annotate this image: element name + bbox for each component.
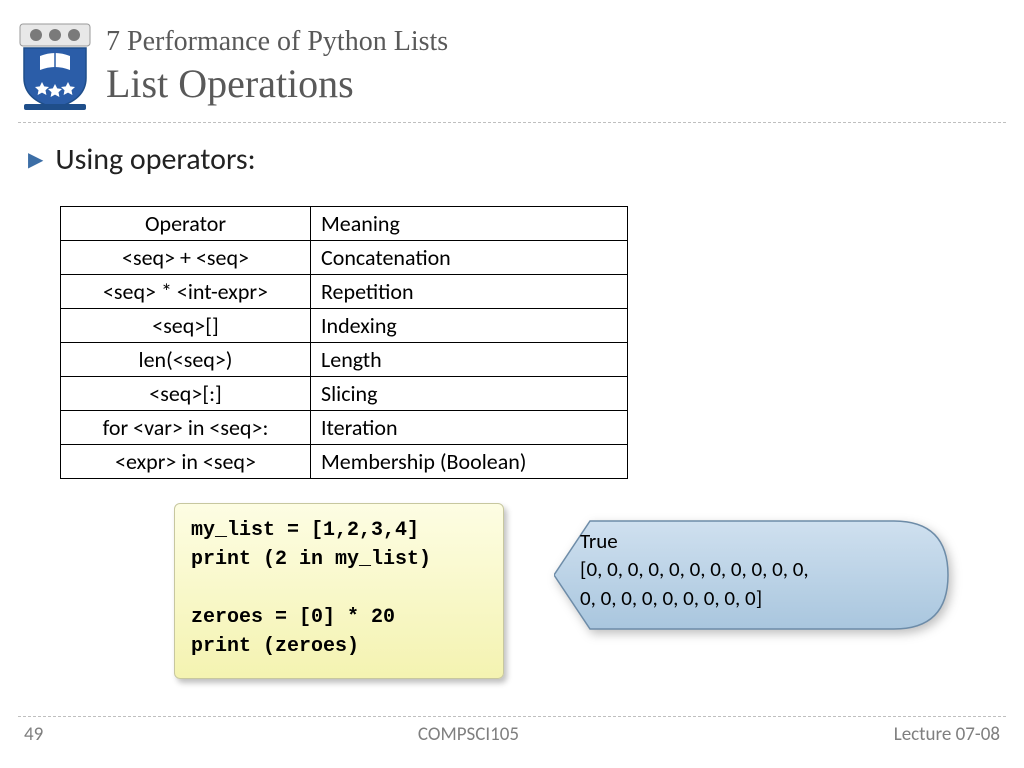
table-row: <seq> * <int-expr>Repetition bbox=[61, 275, 628, 309]
table-cell: <expr> in <seq> bbox=[61, 445, 311, 479]
table-cell: <seq> + <seq> bbox=[61, 241, 311, 275]
table-row: <seq>[]Indexing bbox=[61, 309, 628, 343]
table-header-operator: Operator bbox=[61, 207, 311, 241]
table-cell: Length bbox=[311, 343, 628, 377]
table-cell: len(<seq>) bbox=[61, 343, 311, 377]
table-cell: for <var> in <seq>: bbox=[61, 411, 311, 445]
table-cell: Concatenation bbox=[311, 241, 628, 275]
output-line: 0, 0, 0, 0, 0, 0, 0, 0, 0] bbox=[580, 584, 930, 612]
table-cell: Membership (Boolean) bbox=[311, 445, 628, 479]
table-cell: Slicing bbox=[311, 377, 628, 411]
footer-divider bbox=[18, 716, 1006, 717]
slide-subtitle: 7 Performance of Python Lists bbox=[106, 26, 448, 58]
table-cell: <seq>[:] bbox=[61, 377, 311, 411]
output-line: [0, 0, 0, 0, 0, 0, 0, 0, 0, 0, 0, bbox=[580, 555, 930, 583]
code-example-box: my_list = [1,2,3,4] print (2 in my_list)… bbox=[174, 503, 504, 679]
header-divider bbox=[18, 122, 1006, 123]
table-cell: <seq>[] bbox=[61, 309, 311, 343]
slide-title: List Operations bbox=[106, 60, 448, 107]
bullet-triangle-icon: ▶ bbox=[28, 147, 43, 172]
output-text: True[0, 0, 0, 0, 0, 0, 0, 0, 0, 0, 0,0, … bbox=[580, 527, 930, 612]
table-cell: <seq> * <int-expr> bbox=[61, 275, 311, 309]
slide-header: 7 Performance of Python Lists List Opera… bbox=[0, 0, 1024, 120]
bullet-text: Using operators: bbox=[55, 141, 255, 178]
course-code: COMPSCI105 bbox=[418, 723, 519, 746]
output-line: True bbox=[580, 527, 930, 555]
table-row: <expr> in <seq>Membership (Boolean) bbox=[61, 445, 628, 479]
table-header-meaning: Meaning bbox=[311, 207, 628, 241]
university-logo bbox=[18, 22, 92, 110]
slide-footer: 49 COMPSCI105 Lecture 07-08 bbox=[0, 716, 1024, 746]
table-row: <seq>[:]Slicing bbox=[61, 377, 628, 411]
table-cell: Repetition bbox=[311, 275, 628, 309]
table-row: len(<seq>)Length bbox=[61, 343, 628, 377]
table-cell: Indexing bbox=[311, 309, 628, 343]
lecture-number: Lecture 07-08 bbox=[894, 723, 1000, 746]
bullet-item: ▶ Using operators: bbox=[28, 141, 1024, 178]
operators-table: OperatorMeaning<seq> + <seq>Concatenatio… bbox=[60, 206, 628, 479]
table-row: <seq> + <seq>Concatenation bbox=[61, 241, 628, 275]
table-cell: Iteration bbox=[311, 411, 628, 445]
page-number: 49 bbox=[24, 723, 43, 746]
table-row: for <var> in <seq>:Iteration bbox=[61, 411, 628, 445]
